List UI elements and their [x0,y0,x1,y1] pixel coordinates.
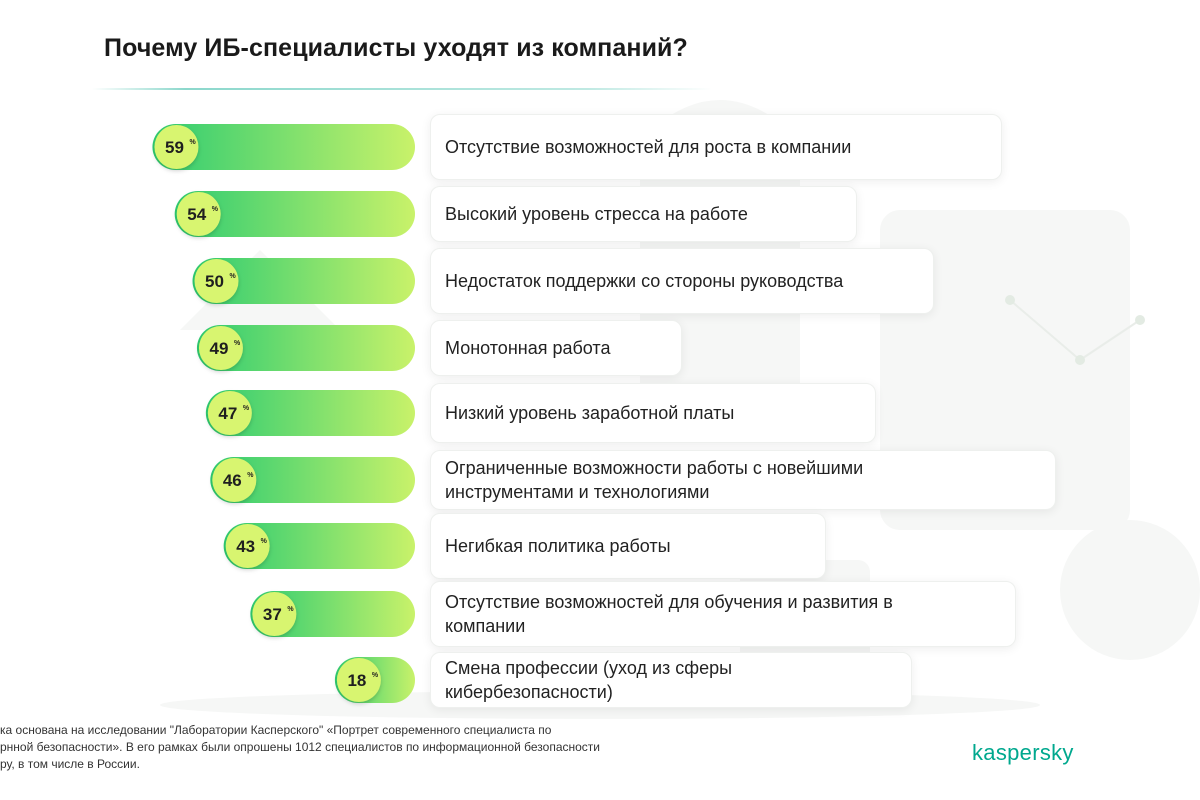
value-unit: % [372,672,379,679]
category-label: Смена профессии (уход из сферы кибербезоп… [430,652,912,708]
category-label-text: Низкий уровень заработной платы [445,401,734,425]
value-label: 50 [205,272,224,291]
footnote-line: рнной безопасности». В его рамках были о… [0,740,600,754]
category-label: Негибкая политика работы [430,513,826,579]
value-unit: % [230,273,237,280]
value-bubble [336,658,381,702]
title-divider [92,88,712,90]
value-label: 43 [236,537,255,556]
category-label-line: инструментами и технологиями [445,482,710,502]
value-bubble [252,592,297,636]
value-bubble [176,192,221,236]
value-bubble [154,125,199,169]
category-label-text: Ограниченные возможности работы с новейш… [445,456,863,504]
value-bubble [198,326,243,370]
bar [152,124,415,170]
value-label: 49 [209,339,228,358]
brand-logo: kaspersky [972,740,1074,765]
category-label-line: кибербезопасности) [445,682,613,702]
category-label-text: Отсутствие возможностей для обучения и р… [445,590,893,638]
footnote-line: ру, в том числе в России. [0,757,140,771]
category-label-text: Негибкая политика работы [445,534,671,558]
bar [205,390,415,436]
value-label: 37 [263,605,282,624]
category-label-line: Высокий уровень стресса на работе [445,204,748,224]
footnote: ка основана на исследовании "Лаборатории… [0,722,700,773]
bar [210,457,415,503]
value-label: 47 [218,404,237,423]
value-label: 18 [347,671,366,690]
category-label-line: Недостаток поддержки со стороны руководс… [445,271,844,291]
value-bubble [194,259,239,303]
category-label: Высокий уровень стресса на работе [430,186,857,242]
value-bubble [207,391,252,435]
bar [196,325,415,371]
footnote-line: ка основана на исследовании "Лаборатории… [0,723,552,737]
value-unit: % [243,405,250,412]
page-title: Почему ИБ-специалисты уходят из компаний… [104,34,688,62]
category-label-line: Низкий уровень заработной платы [445,403,735,423]
value-label: 59 [165,138,184,157]
category-label-text: Смена профессии (уход из сферы кибербезоп… [445,656,732,704]
category-label-text: Монотонная работа [445,336,610,360]
bar [223,523,415,569]
category-label-line: Ограниченные возможности работы с новейш… [445,458,864,478]
value-bubble [212,458,257,502]
category-label: Низкий уровень заработной платы [430,383,876,443]
category-label-line: Монотонная работа [445,338,611,358]
category-label-line: Смена профессии (уход из сферы [445,658,733,678]
value-unit: % [189,139,196,146]
value-unit: % [212,206,219,213]
value-label: 46 [223,471,242,490]
category-label: Ограниченные возможности работы с новейш… [430,450,1056,510]
value-unit: % [234,340,241,347]
category-label-text: Недостаток поддержки со стороны руководс… [445,269,843,293]
category-label: Отсутствие возможностей для роста в комп… [430,114,1002,180]
category-label-line: Отсутствие возможностей для обучения и р… [445,592,893,612]
category-label-text: Отсутствие возможностей для роста в комп… [445,135,851,159]
category-label-line: Негибкая политика работы [445,536,671,556]
value-unit: % [261,538,268,545]
bar [174,191,415,237]
category-label: Монотонная работа [430,320,682,376]
category-label-line: Отсутствие возможностей для роста в комп… [445,137,852,157]
value-unit: % [287,606,294,613]
value-label: 54 [187,205,206,224]
category-label: Отсутствие возможностей для обучения и р… [430,581,1016,647]
value-bubble [225,524,270,568]
category-label-text: Высокий уровень стресса на работе [445,202,748,226]
value-unit: % [247,472,254,479]
category-label: Недостаток поддержки со стороны руководс… [430,248,934,314]
category-label-line: компании [445,616,526,636]
bar [192,258,415,304]
